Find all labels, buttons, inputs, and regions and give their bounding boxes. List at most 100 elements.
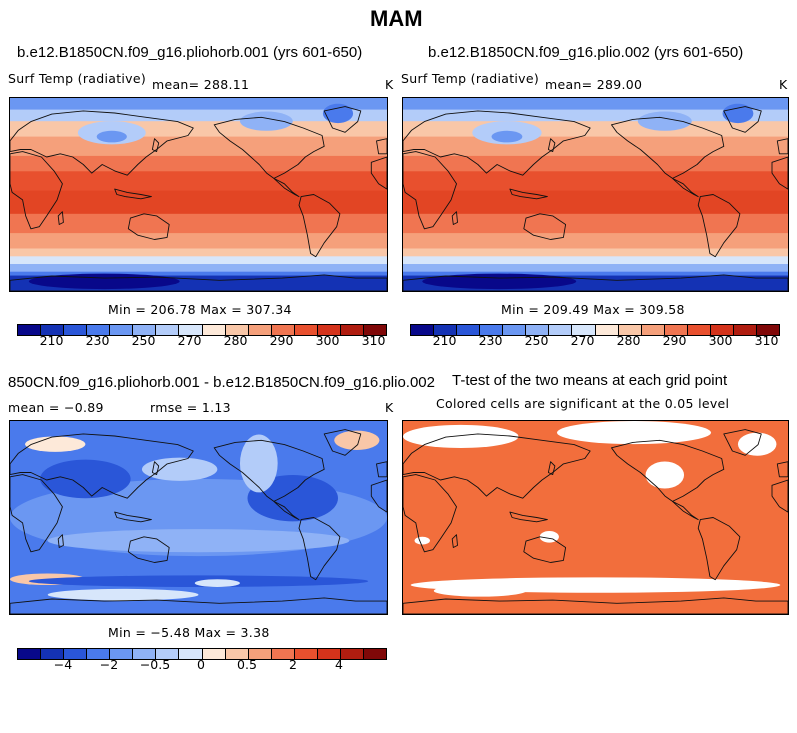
coastline-europe-west: [376, 138, 387, 155]
colorbar-swatch: [549, 325, 573, 335]
coastline-africa-west: [370, 156, 387, 190]
colorbar-swatch: [133, 649, 157, 659]
cold-region-north-america: [239, 111, 293, 131]
colorbar-swatch: [294, 649, 318, 659]
non-significant-region: [414, 536, 430, 545]
coastline-japan: [547, 138, 556, 153]
colorbar-tick-label: −4: [53, 657, 73, 672]
panel2-minmax: Min = 209.49 Max = 309.58: [501, 302, 685, 317]
colorbar-tick-label: 310: [754, 333, 779, 348]
colorbar-swatch: [641, 325, 665, 335]
colorbar-swatch: [248, 325, 272, 335]
temperature-band: [403, 98, 788, 111]
colorbar-swatch: [202, 649, 226, 659]
colorbar-swatch: [434, 325, 458, 335]
coastline-indonesia: [114, 188, 152, 200]
panel3-title: 850CN.f09_g16.pliohorb.001 - b.e12.B1850…: [8, 374, 435, 391]
coastline-eurasia: [10, 110, 194, 176]
colorbar-swatch: [64, 325, 88, 335]
coastline-indonesia: [114, 511, 152, 523]
temperature-band: [10, 264, 387, 273]
colorbar-tick-label: 310: [361, 333, 386, 348]
difference-contour: [25, 436, 86, 452]
panel2-variable: Surf Temp (radiative): [401, 71, 540, 86]
coastline-indonesia: [509, 511, 548, 523]
coastline-africa: [403, 151, 457, 230]
colorbar-swatch: [687, 325, 711, 335]
colorbar-swatch: [480, 325, 504, 335]
temperature-band: [403, 264, 788, 273]
panel4-subtitle: Colored cells are significant at the 0.0…: [436, 396, 730, 411]
coastline-africa-west: [771, 156, 788, 190]
panel1-title: b.e12.B1850CN.f09_g16.pliohorb.001 (yrs …: [17, 44, 363, 61]
panel3-mean: mean = −0.89: [8, 400, 104, 415]
temperature-band: [403, 155, 788, 172]
coastline-north-america: [213, 439, 325, 502]
colorbar-tick-label: 280: [223, 333, 248, 348]
difference-contour: [47, 588, 199, 601]
map-panel-1: [9, 97, 388, 292]
colorbar-swatch: [595, 325, 619, 335]
colorbar-panel-1-labels: 210 230 250 270 280 290 300 310: [0, 333, 797, 349]
figure-title: MAM: [370, 6, 423, 31]
coastline-eurasia: [10, 433, 194, 499]
temperature-band: [10, 248, 387, 257]
cold-region-tibet: [491, 130, 523, 143]
temperature-band: [403, 190, 788, 215]
coastline-australia: [523, 536, 567, 563]
non-significant-region: [433, 585, 527, 597]
coastline-australia: [127, 213, 170, 240]
colorbar-swatch: [618, 325, 642, 335]
colorbar-swatch: [294, 325, 318, 335]
difference-contour: [239, 434, 278, 493]
coastline-antarctica: [10, 597, 387, 614]
temperature-band: [403, 248, 788, 257]
non-significant-region: [403, 424, 519, 449]
coastline-antarctica: [403, 597, 788, 614]
coastline-europe-west: [776, 138, 788, 155]
colorbar-swatch: [363, 325, 386, 335]
difference-contour: [194, 579, 240, 587]
colorbar-swatch: [87, 325, 111, 335]
difference-contour: [334, 430, 380, 450]
temperature-band: [10, 233, 387, 249]
colorbar-tick-label: 210: [39, 333, 64, 348]
panel3-rmse: rmse = 1.13: [150, 400, 231, 415]
colorbar-swatch: [41, 325, 65, 335]
colorbar-swatch: [18, 325, 42, 335]
temperature-band: [10, 190, 387, 215]
colorbar-swatch: [248, 649, 272, 659]
coastline-madagascar: [57, 534, 64, 548]
coastline-greenland: [323, 429, 362, 456]
colorbar-tick-label: 0.5: [237, 657, 257, 672]
temperature-band: [403, 213, 788, 234]
colorbar-swatch: [87, 649, 111, 659]
coastline-eurasia: [403, 110, 591, 176]
coastline-africa: [10, 474, 63, 553]
colorbar-panel-1: [17, 324, 387, 336]
colorbar-tick-label: 280: [616, 333, 641, 348]
coastline-japan: [151, 461, 160, 476]
panel1-unit: K: [385, 77, 394, 92]
colorbar-swatch: [156, 325, 180, 335]
coastline-greenland: [323, 106, 362, 133]
difference-contour: [47, 529, 350, 553]
colorbar-swatch: [156, 649, 180, 659]
coastline-north-america: [213, 116, 325, 179]
colorbar-swatch: [202, 325, 226, 335]
panel2-title: b.e12.B1850CN.f09_g16.plio.002 (yrs 601-…: [428, 44, 744, 61]
difference-contour: [141, 457, 218, 481]
colorbar-tick-label: 250: [524, 333, 549, 348]
map-panel-4: [402, 420, 789, 615]
panel3-minmax: Min = −5.48 Max = 3.38: [108, 625, 270, 640]
temperature-band: [10, 213, 387, 234]
colorbar-tick-label: 2: [289, 657, 297, 672]
coastline-central-america: [273, 177, 300, 198]
colorbar-swatch: [271, 649, 295, 659]
coastline-africa-west: [370, 479, 387, 513]
colorbar-tick-label: 0: [197, 657, 205, 672]
coastline-australia: [523, 213, 567, 240]
coastline-europe-west: [776, 461, 788, 478]
colorbar-tick-label: 300: [315, 333, 340, 348]
temperature-band: [10, 136, 387, 157]
